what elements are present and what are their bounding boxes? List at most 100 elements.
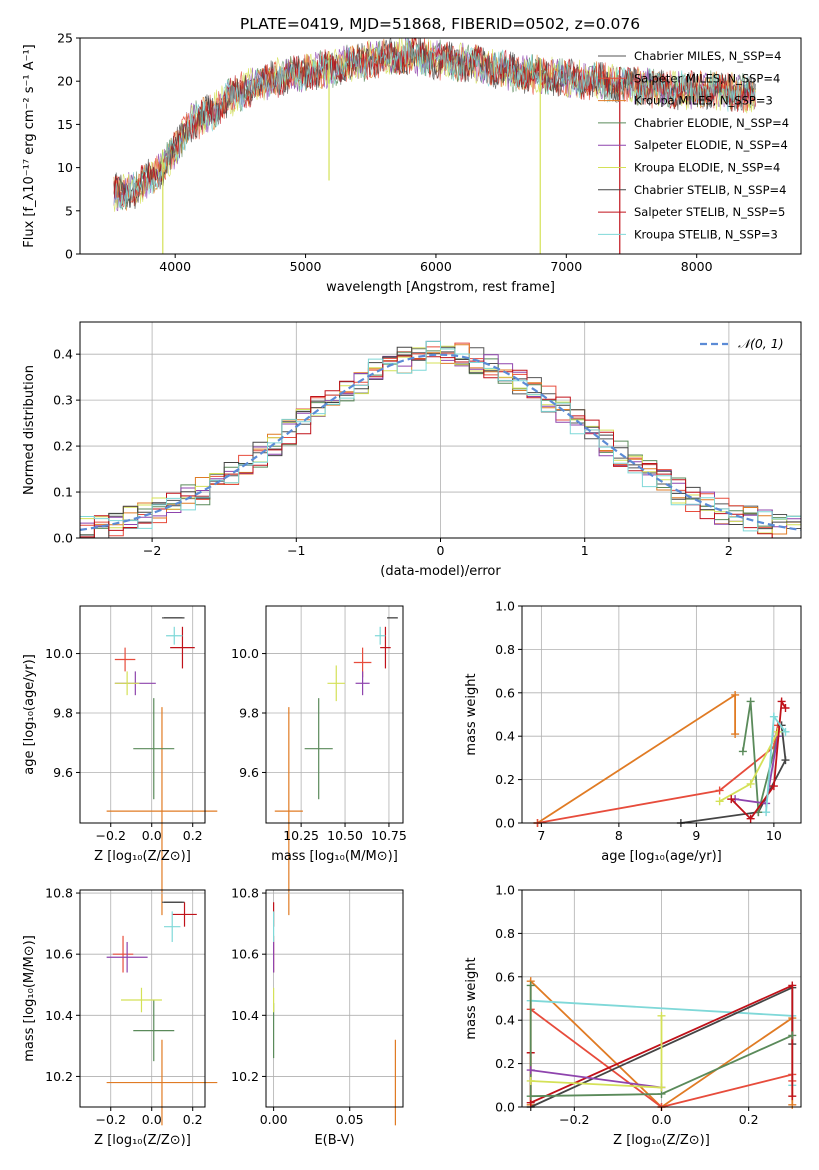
weight-marker	[781, 756, 790, 765]
y-axis-label: Normed distribution	[22, 365, 37, 495]
x-tick-label: 7000	[550, 259, 582, 274]
x-axis-label: Z [log₁₀(Z/Z⊙)]	[613, 1133, 710, 1148]
weight-marker	[747, 793, 755, 801]
y-tick-label: 10.4	[45, 1008, 73, 1023]
weight-marker	[526, 1076, 535, 1085]
y-tick-label: 15	[57, 117, 73, 132]
x-tick-label: 0.00	[260, 1112, 288, 1127]
axes-frame: −0.2 0.0 0.2 0.0 0.2 0.4 0.6 0.8 1.0 Z [log₁₀(Z/Z…	[464, 883, 802, 1148]
x-tick-label: 8	[615, 828, 623, 843]
weight-marker	[777, 697, 786, 706]
legend-entry: 𝒩(0, 1)	[738, 336, 784, 351]
y-tick-label: 10.0	[45, 646, 73, 661]
figure-title: PLATE=0419, MJD=51868, FIBERID=0502, z=0…	[240, 15, 640, 33]
axes-frame: −2 −1 0 1 2 0.0 0.1 0.2 0.3 0.4 (data-model)/error…	[22, 321, 802, 579]
axes-frame: 0.00 0.05 10.2 10.4 10.6 10.8 E(B-V)	[231, 886, 404, 1148]
spectrum-series-8	[113, 38, 756, 210]
y-tick-label: 0.6	[495, 969, 515, 984]
weight-line-2	[537, 693, 736, 824]
x-tick-label: 2	[725, 543, 733, 558]
x-tick-label: 0.2	[739, 1112, 759, 1127]
x-tick-label: 10	[766, 828, 782, 843]
histograms	[80, 340, 801, 538]
weight-marker	[746, 814, 755, 823]
y-tick-label: 25	[57, 31, 73, 46]
weight-marker	[526, 981, 535, 990]
y-tick-label: 10.8	[45, 886, 73, 901]
error-bars	[273, 902, 396, 1126]
x-tick-label: 4000	[159, 259, 191, 274]
panel-weight-vs-age: 7 8 9 10 0.0 0.2 0.4 0.6 0.8 1.0 age [log₁₀(age/yr…	[464, 599, 802, 864]
weight-marker	[657, 1083, 666, 1092]
y-tick-label: 0.2	[495, 1056, 515, 1071]
plot-area	[80, 606, 218, 916]
panel-spectrum: 4000 5000 6000 7000 8000 0 5 10 15 20 25 wavelength…	[22, 31, 802, 295]
x-tick-label: 5000	[290, 259, 322, 274]
weight-line-1	[537, 725, 779, 824]
y-axis-label: mass weight	[464, 673, 479, 755]
weight-marker	[781, 727, 790, 736]
x-axis-label: mass [log₁₀(M/M⊙)]	[271, 849, 398, 864]
axes-frame: 10.25 10.50 10.75 9.6 9.8 10.0 mass [log₁₀(M/M…	[231, 605, 407, 864]
panel-mass-vs-ebv: 0.00 0.05 10.2 10.4 10.6 10.8 E(B-V)	[231, 886, 404, 1148]
y-axis-label: Flux [f_λ10⁻¹⁷ erg cm⁻² s⁻¹ A⁻¹]	[22, 44, 37, 248]
weight-marker	[731, 690, 740, 699]
plot-area	[80, 890, 218, 1126]
weight-marker	[788, 1100, 797, 1109]
error-bars	[274, 617, 398, 916]
axes-frame: 4000 5000 6000 7000 8000 0 5 10 15 20 25 wavelength…	[22, 31, 802, 295]
legend-entry: Kroupa MILES, N_SSP=3	[634, 94, 773, 108]
x-tick-label: 9	[692, 828, 700, 843]
y-tick-label: 0.0	[53, 531, 73, 546]
y-tick-label: 10.8	[231, 886, 259, 901]
x-axis-label: E(B-V)	[314, 1133, 354, 1148]
x-tick-label: −2	[143, 543, 161, 558]
x-tick-label: 10.50	[327, 828, 363, 843]
x-tick-label: 10.25	[283, 828, 319, 843]
weight-marker	[769, 782, 778, 791]
y-tick-label: 10	[57, 160, 73, 175]
y-tick-label: 9.8	[53, 706, 73, 721]
y-tick-label: 10.2	[45, 1069, 73, 1084]
plot-area	[113, 38, 756, 254]
weight-marker	[788, 1092, 797, 1101]
axes-border	[521, 605, 802, 824]
x-tick-label: 0.2	[183, 828, 203, 843]
y-tick-label: 0.1	[53, 485, 73, 500]
x-tick-label: 0.0	[652, 1112, 672, 1127]
x-tick-label: 0.0	[142, 828, 162, 843]
legend-entry: Chabrier STELIB, N_SSP=4	[634, 183, 786, 197]
y-tick-label: 10.6	[231, 947, 259, 962]
axes-border	[265, 889, 404, 1108]
y-tick-label: 9.8	[239, 706, 259, 721]
x-tick-label: −0.2	[96, 828, 126, 843]
panel-age-vs-z: −0.2 0.0 0.2 9.6 9.8 10.0 Z [log₁₀(Z/Z⊙)] age […	[22, 605, 218, 916]
panel-age-vs-mass: 10.25 10.50 10.75 9.6 9.8 10.0 mass [log₁₀(M/M…	[231, 605, 407, 916]
plot-area	[80, 322, 801, 539]
weight-marker	[727, 795, 736, 804]
legend: Chabrier MILES, N_SSP=4 Salpeter MILES, N…	[598, 49, 789, 241]
weight-marker	[715, 797, 724, 806]
x-tick-label: 8000	[681, 259, 713, 274]
weight-marker	[746, 779, 755, 788]
panel-residuals: −2 −1 0 1 2 0.0 0.1 0.2 0.3 0.4 (data-model)/error…	[22, 321, 802, 579]
legend-entry: Chabrier MILES, N_SSP=4	[634, 49, 781, 63]
weight-line-3	[529, 985, 793, 1098]
x-axis-label: Z [log₁₀(Z/Z⊙)]	[94, 1133, 191, 1148]
y-tick-label: 0.4	[495, 1013, 515, 1028]
axes-border	[79, 37, 802, 255]
weight-marker	[762, 808, 771, 817]
y-tick-label: 0.2	[53, 439, 73, 454]
weight-marker	[526, 1092, 535, 1101]
y-tick-label: 0.0	[495, 1100, 515, 1115]
x-tick-label: 1	[581, 543, 589, 558]
y-tick-label: 0.8	[495, 926, 515, 941]
x-axis-label: Z [log₁₀(Z/Z⊙)]	[94, 849, 191, 864]
weight-marker	[526, 1066, 535, 1075]
legend-entry: Salpeter MILES, N_SSP=4	[634, 71, 780, 85]
weight-marker	[657, 1011, 666, 1020]
axes-border	[79, 605, 206, 824]
y-tick-label: 10.2	[231, 1069, 259, 1084]
axes-border	[79, 889, 206, 1108]
weight-lines	[526, 977, 797, 1111]
